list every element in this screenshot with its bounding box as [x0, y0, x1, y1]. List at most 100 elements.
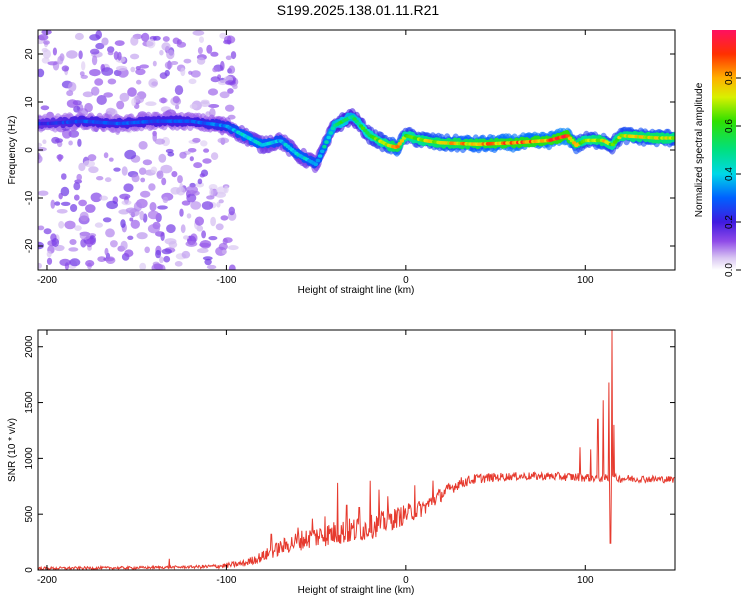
- spectrogram-blob: [105, 256, 116, 265]
- spectrogram-blob: [124, 249, 134, 257]
- spectrogram-x-axis: -200 -100 0 100: [37, 30, 594, 286]
- spectrogram-blob: [193, 162, 203, 169]
- spectrogram-blob: [166, 49, 175, 60]
- spectrogram-blob: [110, 240, 118, 248]
- spectrogram-blob: [69, 239, 77, 245]
- spectrogram-blob: [115, 65, 128, 72]
- spectrogram-blob: [66, 50, 78, 59]
- spectrogram-blob: [136, 232, 148, 240]
- spectrogram-blob: [130, 219, 140, 229]
- spectrogram-blob: [210, 51, 219, 57]
- spectrogram-blob: [102, 217, 112, 223]
- spectrogram-blob: [160, 164, 173, 174]
- spectrogram-blob: [84, 102, 93, 113]
- spectrogram-blob: [156, 170, 164, 179]
- spectrogram-blob: [46, 250, 52, 258]
- spectrogram-blob: [107, 51, 114, 56]
- spectrogram-blob: [135, 68, 146, 76]
- colorbar: 0.0 0.2 0.4 0.6 0.8 Normalized spectral ampl…: [694, 30, 741, 277]
- spectrogram-blob: [130, 66, 136, 73]
- spectrogram-blob: [218, 199, 224, 204]
- spectrogram-blob: [199, 173, 205, 178]
- spectrogram-blob: [180, 224, 186, 234]
- spectrogram-ridge-peak: [671, 136, 675, 140]
- spectrogram-blob: [155, 249, 162, 259]
- spectrogram-ridge-peak: [395, 144, 400, 149]
- y-tick-label: 1000: [24, 447, 35, 470]
- spectrogram-blob: [222, 238, 228, 245]
- spectrogram-blob: [38, 190, 49, 196]
- spectrogram-blob: [177, 175, 183, 184]
- spectrogram-blob: [179, 182, 184, 193]
- spectrogram-blob: [62, 129, 72, 139]
- spectrogram-blob: [202, 158, 212, 164]
- spectrogram-blob: [181, 200, 191, 206]
- spectrogram-blob: [227, 88, 234, 94]
- spectrogram-blob: [179, 151, 187, 159]
- colorbar-tick-label: 0.6: [724, 119, 735, 133]
- spectrogram-blob: [79, 211, 89, 222]
- spectrogram-blob: [60, 201, 71, 206]
- spectrogram-blob: [61, 173, 67, 180]
- spectrogram-blob: [38, 142, 43, 148]
- colorbar-gradient: [712, 30, 736, 270]
- spectrogram-blob: [56, 209, 68, 214]
- spectrogram-blob: [40, 105, 50, 111]
- spectrogram-blob: [152, 60, 157, 67]
- spectrogram-blob: [38, 225, 45, 231]
- spectrogram-blob: [162, 196, 169, 203]
- spectrogram-blob: [101, 37, 109, 46]
- spectrogram-blob: [202, 256, 213, 261]
- spectrogram-blob: [119, 209, 127, 215]
- spectrogram-blob: [139, 262, 147, 270]
- spectrogram-ridge-peak: [320, 149, 325, 154]
- spectrogram-blob: [157, 205, 168, 210]
- spectrogram-blob: [95, 30, 102, 40]
- spectrogram-blob: [130, 36, 139, 46]
- spectrogram-blob: [186, 213, 192, 219]
- spectrogram-blob: [95, 42, 105, 50]
- spectrogram-blob: [60, 186, 70, 197]
- spectrogram-blob: [147, 210, 160, 220]
- spectrogram-blob: [138, 141, 148, 150]
- spectrogram-blob: [194, 216, 204, 226]
- spectrogram-blob: [189, 103, 198, 110]
- spectrogram-ridge-peak: [330, 126, 336, 131]
- spectrogram-blob: [90, 48, 100, 55]
- spectrogram-blob: [108, 157, 114, 162]
- spectrogram-blob: [96, 95, 107, 105]
- spectrogram-blob: [145, 101, 157, 106]
- spectrogram-blob: [185, 240, 198, 247]
- spectrogram-blob: [230, 51, 237, 60]
- spectrogram-blob: [57, 154, 63, 162]
- spectrogram-blob: [121, 200, 132, 206]
- spectrogram-blob: [192, 30, 205, 36]
- y-tick-label: 500: [24, 505, 35, 522]
- spectrogram-blob: [170, 187, 181, 195]
- spectrogram-blob: [197, 47, 203, 55]
- spectrogram-blob: [199, 240, 212, 249]
- spectrogram-blob: [196, 57, 206, 65]
- spectrogram-blob: [227, 245, 239, 251]
- spectrogram-blob: [94, 222, 103, 228]
- y-tick-label: 0: [24, 567, 35, 573]
- spectrogram-blob: [133, 95, 145, 104]
- spectrogram-ridge-peak: [328, 131, 333, 135]
- spectrogram-blob: [127, 87, 137, 97]
- spectrogram-blob: [61, 65, 70, 72]
- spectrogram-blob: [225, 104, 235, 112]
- spectrogram-blob: [114, 40, 125, 46]
- spectrogram-blob: [68, 140, 73, 146]
- spectrogram-ridge-peak: [324, 140, 329, 144]
- snr-frame: [37, 329, 676, 571]
- spectrogram-blob: [225, 55, 232, 61]
- snr-y-label: SNR (10 * v/v): [7, 418, 18, 482]
- spectrogram-blob: [176, 41, 187, 48]
- snr-x-label: Height of straight line (km): [298, 585, 415, 596]
- spectrogram-blob: [225, 80, 236, 86]
- spectrogram-blob: [96, 176, 104, 181]
- spectrogram-blob: [43, 228, 52, 235]
- spectrogram-blob: [223, 39, 232, 45]
- spectrogram-blob: [208, 104, 220, 108]
